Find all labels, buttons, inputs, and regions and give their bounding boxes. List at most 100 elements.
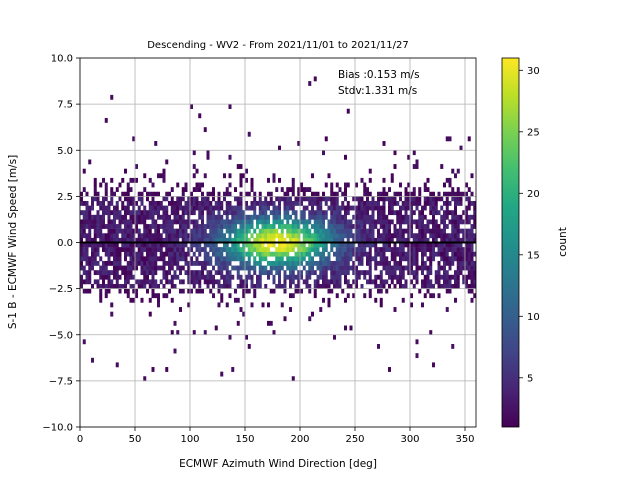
heatmap-cell — [286, 251, 290, 257]
heatmap-cell — [264, 256, 268, 262]
heatmap-cell — [242, 260, 246, 266]
heatmap-cell — [278, 219, 281, 225]
heatmap-cell — [225, 210, 229, 216]
heatmap-cell — [300, 270, 303, 276]
heatmap-cell — [393, 260, 397, 266]
heatmap-cell — [470, 279, 474, 285]
heatmap-cell — [456, 191, 460, 197]
heatmap-cell — [291, 279, 295, 285]
heatmap-cell — [102, 265, 105, 271]
heatmap-cell — [192, 196, 196, 202]
heatmap-cell — [399, 233, 402, 239]
heatmap-cell — [313, 214, 317, 220]
heatmap-cell — [335, 260, 339, 266]
heatmap-cell — [393, 150, 397, 156]
heatmap-cell — [181, 196, 185, 202]
heatmap-cell — [432, 205, 435, 211]
heatmap-cell — [242, 288, 246, 294]
heatmap-cell — [82, 233, 86, 239]
heatmap-cell — [206, 200, 210, 206]
heatmap-cell — [280, 242, 284, 248]
heatmap-cell — [187, 205, 191, 211]
heatmap-cell — [322, 242, 325, 248]
heatmap-cell — [91, 260, 94, 266]
heatmap-cell — [247, 191, 251, 197]
heatmap-cell — [184, 237, 188, 243]
heatmap-cell — [157, 228, 160, 234]
heatmap-cell — [473, 224, 476, 229]
heatmap-cell — [148, 251, 152, 257]
heatmap-cell — [104, 288, 108, 294]
heatmap-cell — [445, 200, 449, 206]
heatmap-cell — [459, 242, 463, 248]
heatmap-cell — [319, 205, 323, 211]
heatmap-cell — [113, 191, 116, 197]
heatmap-cell — [129, 284, 133, 289]
heatmap-cell — [421, 205, 424, 211]
heatmap-cell — [110, 191, 114, 197]
heatmap-cell — [407, 228, 411, 234]
heatmap-cell — [126, 191, 130, 197]
heatmap-cell — [209, 191, 213, 197]
heatmap-cell — [410, 270, 413, 276]
heatmap-cell — [113, 270, 116, 276]
heatmap-cell — [157, 256, 160, 262]
heatmap-cell — [278, 279, 281, 285]
heatmap-cell — [289, 233, 292, 239]
heatmap-cell — [283, 284, 287, 289]
heatmap-cell — [355, 274, 358, 280]
heatmap-cell — [423, 233, 427, 239]
heatmap-cell — [291, 224, 295, 229]
heatmap-cell — [212, 219, 215, 225]
heatmap-cell — [110, 270, 114, 276]
heatmap-cell — [102, 210, 105, 216]
heatmap-cell — [113, 260, 116, 266]
heatmap-cell — [300, 214, 303, 220]
heatmap-cell — [113, 256, 116, 262]
heatmap-cell — [396, 265, 400, 271]
heatmap-cell — [223, 274, 226, 280]
heatmap-cell — [327, 288, 331, 294]
heatmap-cell — [308, 316, 312, 322]
heatmap-cell — [467, 187, 471, 193]
heatmap-cell — [341, 251, 345, 257]
heatmap-cell — [404, 214, 408, 220]
heatmap-cell — [82, 288, 86, 294]
heatmap-cell — [454, 256, 457, 262]
heatmap-cell — [319, 237, 323, 243]
heatmap-cell — [245, 168, 248, 174]
heatmap-cell — [327, 279, 331, 285]
heatmap-cell — [294, 219, 298, 225]
heatmap-cell — [129, 247, 133, 252]
heatmap-cell — [423, 260, 427, 266]
heatmap-cell — [151, 260, 155, 266]
heatmap-cell — [126, 265, 130, 271]
heatmap-cell — [231, 237, 235, 243]
heatmap-cell — [410, 233, 413, 239]
heatmap-cell — [132, 177, 136, 183]
heatmap-cell — [159, 247, 163, 252]
heatmap-cell — [181, 191, 185, 197]
heatmap-cell — [184, 219, 188, 225]
heatmap-cell — [368, 168, 372, 174]
heatmap-cell — [121, 191, 125, 197]
heatmap-cell — [104, 187, 108, 193]
heatmap-cell — [148, 214, 152, 220]
heatmap-cell — [437, 233, 441, 239]
heatmap-cell — [349, 233, 353, 239]
heatmap-cell — [239, 164, 243, 169]
heatmap-cell — [102, 260, 105, 266]
heatmap-cell — [305, 237, 309, 243]
heatmap-cell — [311, 256, 314, 262]
heatmap-cell — [236, 297, 240, 303]
heatmap-cell — [234, 219, 237, 225]
heatmap-cell — [423, 242, 427, 248]
heatmap-cell — [297, 242, 301, 248]
heatmap-cell — [228, 210, 232, 216]
heatmap-cell — [465, 265, 468, 271]
heatmap-cell — [278, 242, 281, 248]
heatmap-cell — [357, 251, 361, 257]
heatmap-cell — [184, 251, 188, 257]
heatmap-cell — [388, 237, 391, 243]
heatmap-cell — [368, 191, 372, 197]
